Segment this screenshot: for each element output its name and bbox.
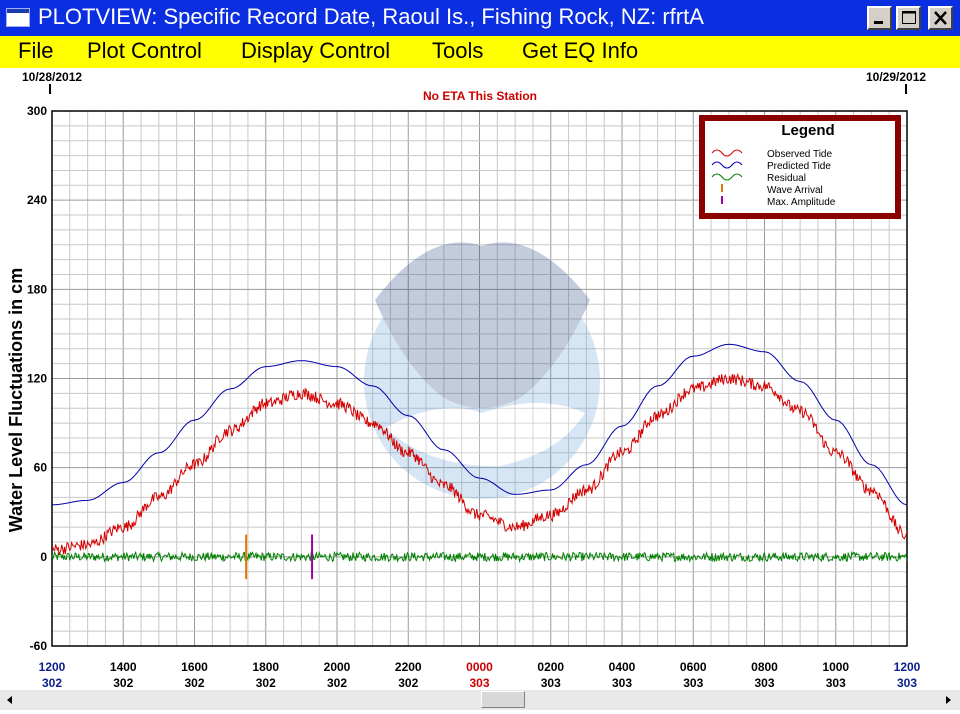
y-tick-label: -60 <box>30 639 48 653</box>
y-tick-label: 240 <box>27 193 47 207</box>
series-residual <box>51 550 908 564</box>
scroll-right-button[interactable] <box>940 691 956 709</box>
menu-plot-control[interactable]: Plot Control <box>87 38 202 63</box>
minimize-button[interactable] <box>867 6 892 30</box>
y-tick-label: 120 <box>27 372 47 386</box>
legend-swatch-predicted-tide <box>711 161 743 169</box>
menu-bar: File Plot Control Display Control Tools … <box>0 36 960 68</box>
series-observed-tide <box>51 372 908 557</box>
x-tick-day-label: 303 <box>754 676 774 690</box>
y-tick-label: 0 <box>40 550 47 564</box>
legend-label: Max. Amplitude <box>767 197 836 208</box>
x-tick-time-label: 0400 <box>609 660 636 674</box>
window-title: PLOTVIEW: Specific Record Date, Raoul Is… <box>38 4 704 29</box>
x-tick-day-label: 302 <box>42 676 62 690</box>
x-tick-day-label: 303 <box>683 676 703 690</box>
axis-labels: 300 240 180 120 60 0 -60 1200 302 1400 302 1600 302 1… <box>27 104 921 690</box>
x-tick-day-label: 302 <box>184 676 204 690</box>
x-tick-day-label: 302 <box>113 676 133 690</box>
x-tick-time-label: 1800 <box>252 660 279 674</box>
event-markers <box>245 534 314 580</box>
legend-label: Observed Tide <box>767 149 832 160</box>
x-tick-day-label: 302 <box>256 676 276 690</box>
x-tick-time-label: 1200 <box>39 660 66 674</box>
x-tick-day-label: 303 <box>612 676 632 690</box>
close-icon <box>934 11 947 25</box>
menu-tools[interactable]: Tools <box>432 38 484 63</box>
legend-title: Legend <box>781 122 834 139</box>
y-tick-label: 300 <box>27 104 47 118</box>
x-tick-time-label: 0000 <box>466 660 493 674</box>
arrow-right-icon <box>946 696 951 704</box>
close-button[interactable] <box>928 6 953 30</box>
plot-frame <box>51 110 908 647</box>
legend-label: Wave Arrival <box>767 185 823 196</box>
date-right-label: 10/29/2012 <box>866 70 926 84</box>
date-left-label: 10/28/2012 <box>22 70 82 84</box>
legend-box <box>705 121 895 213</box>
x-tick-day-label: 302 <box>398 676 418 690</box>
noaa-watermark-logo <box>364 242 600 499</box>
maximize-button[interactable] <box>896 6 921 30</box>
x-tick-time-label: 2000 <box>324 660 351 674</box>
x-tick-day-label: 303 <box>469 676 489 690</box>
legend-label: Residual <box>767 173 806 184</box>
y-axis-label: Water Level Fluctuations in cm <box>6 268 26 532</box>
y-tick-label: 180 <box>27 282 47 296</box>
menu-display-control[interactable]: Display Control <box>241 38 391 63</box>
x-tick-day-label: 303 <box>826 676 846 690</box>
x-tick-time-label: 1600 <box>181 660 208 674</box>
legend-label: Predicted Tide <box>767 161 831 172</box>
x-tick-time-label: 0600 <box>680 660 707 674</box>
tide-chart: 300 240 180 120 60 0 -60 1200 302 1400 302 1600 302 1… <box>6 70 926 690</box>
eta-notice: No ETA This Station <box>423 89 537 103</box>
horizontal-scrollbar[interactable] <box>0 690 960 710</box>
series-predicted-tide <box>51 343 908 506</box>
x-tick-time-label: 0800 <box>751 660 778 674</box>
legend-swatch-residual <box>711 173 743 181</box>
scrollbar-thumb[interactable] <box>481 691 525 708</box>
menu-get-eq-info[interactable]: Get EQ Info <box>522 38 639 63</box>
x-tick-time-label: 2200 <box>395 660 422 674</box>
app-window-icon <box>6 8 30 27</box>
x-tick-time-label: 1400 <box>110 660 137 674</box>
title-bar: PLOTVIEW: Specific Record Date, Raoul Is… <box>0 0 960 36</box>
x-tick-time-label: 1200 <box>894 660 921 674</box>
maximize-icon <box>902 11 916 24</box>
x-tick-time-label: 0200 <box>537 660 564 674</box>
x-tick-day-label: 302 <box>327 676 347 690</box>
x-tick-day-label: 303 <box>541 676 561 690</box>
x-tick-day-label: 303 <box>897 676 917 690</box>
minimize-icon <box>874 21 883 24</box>
scroll-left-button[interactable] <box>2 691 18 709</box>
arrow-left-icon <box>7 696 12 704</box>
legend-swatch-observed-tide <box>711 149 743 157</box>
x-tick-time-label: 1000 <box>822 660 849 674</box>
y-tick-label: 60 <box>34 461 48 475</box>
menu-file[interactable]: File <box>18 38 54 63</box>
series-layer <box>51 343 908 564</box>
